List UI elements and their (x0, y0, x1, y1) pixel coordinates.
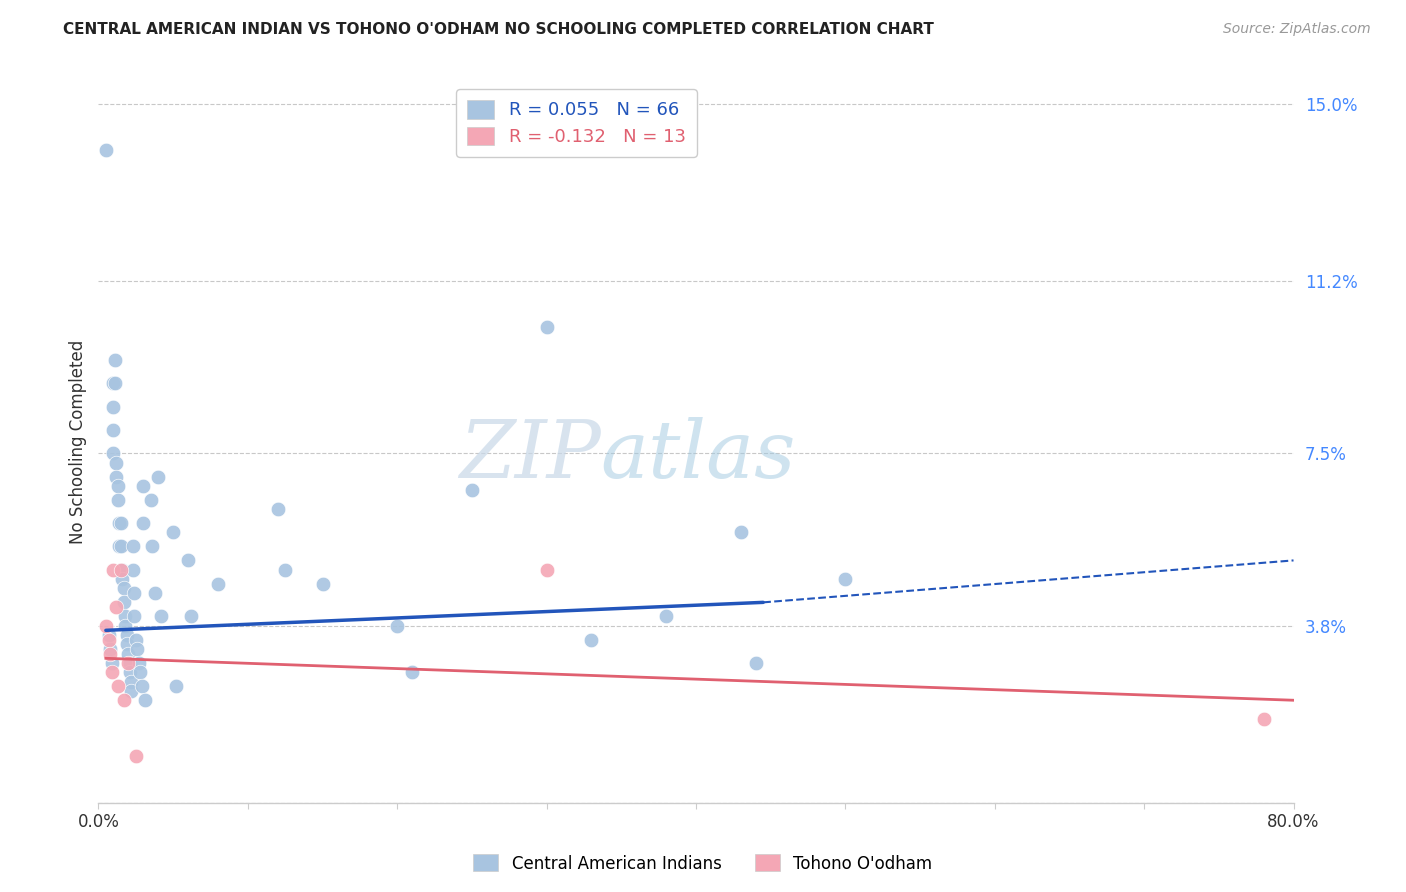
Point (97, 632, 120, 647)
Point (98, 647, 122, 661)
Point (103, 563, 125, 577)
Point (94, 618, 117, 632)
Point (111, 563, 134, 577)
Point (745, 656, 768, 670)
Point (162, 525, 184, 540)
Point (461, 483, 484, 498)
Point (150, 609, 173, 624)
Point (115, 637, 138, 651)
Point (124, 586, 146, 600)
Text: atlas: atlas (600, 417, 796, 495)
Point (143, 586, 166, 600)
Point (139, 492, 162, 507)
Point (311, 576, 333, 591)
Point (94, 143, 117, 157)
Point (274, 563, 297, 577)
Point (105, 469, 128, 483)
Point (124, 609, 146, 624)
Point (165, 679, 187, 693)
Point (110, 563, 132, 577)
Point (132, 516, 155, 530)
Point (108, 540, 131, 554)
Y-axis label: No Schooling Completed: No Schooling Completed (69, 340, 87, 543)
Point (180, 609, 202, 624)
Point (107, 479, 129, 493)
Point (536, 320, 558, 334)
Point (385, 618, 409, 632)
Point (207, 576, 229, 591)
Point (125, 749, 148, 764)
Point (117, 656, 139, 670)
Point (148, 469, 170, 483)
Point (103, 400, 125, 414)
Legend: R = 0.055   N = 66, R = -0.132   N = 13: R = 0.055 N = 66, R = -0.132 N = 13 (457, 89, 696, 157)
Point (134, 693, 156, 707)
Point (114, 618, 136, 632)
Point (127, 642, 149, 657)
Point (103, 423, 125, 437)
Point (110, 563, 132, 577)
Point (1253, 712, 1275, 726)
Point (103, 376, 125, 391)
Text: CENTRAL AMERICAN INDIAN VS TOHONO O'ODHAM NO SCHOOLING COMPLETED CORRELATION CHA: CENTRAL AMERICAN INDIAN VS TOHONO O'ODHA… (63, 22, 934, 37)
Point (125, 632, 148, 647)
Point (112, 582, 135, 596)
Point (112, 595, 135, 609)
Point (121, 540, 143, 554)
Point (120, 674, 142, 689)
Point (118, 665, 141, 680)
Point (101, 656, 124, 670)
Point (131, 679, 153, 693)
Point (655, 609, 678, 624)
Text: ZIP: ZIP (458, 417, 600, 495)
Point (101, 665, 124, 680)
Point (112, 693, 135, 707)
Point (128, 656, 150, 670)
Point (118, 656, 141, 670)
Point (107, 679, 129, 693)
Point (536, 563, 558, 577)
Point (267, 502, 290, 516)
Point (105, 600, 128, 615)
Point (111, 572, 134, 586)
Point (104, 353, 127, 368)
Point (115, 628, 138, 642)
Point (120, 684, 142, 698)
Point (103, 446, 125, 460)
Point (105, 456, 128, 470)
Point (401, 665, 423, 680)
Point (129, 665, 152, 680)
Point (121, 563, 143, 577)
Point (104, 376, 127, 391)
Point (114, 609, 136, 624)
Point (110, 516, 132, 530)
Point (98, 642, 122, 657)
Legend: Central American Indians, Tohono O'odham: Central American Indians, Tohono O'odham (467, 847, 939, 880)
Point (177, 553, 200, 567)
Point (730, 525, 752, 540)
Point (108, 516, 131, 530)
Point (110, 540, 132, 554)
Point (107, 492, 129, 507)
Point (117, 647, 139, 661)
Point (132, 479, 155, 493)
Point (834, 572, 856, 586)
Text: Source: ZipAtlas.com: Source: ZipAtlas.com (1223, 22, 1371, 37)
Point (581, 632, 603, 647)
Point (141, 540, 163, 554)
Point (97, 628, 120, 642)
